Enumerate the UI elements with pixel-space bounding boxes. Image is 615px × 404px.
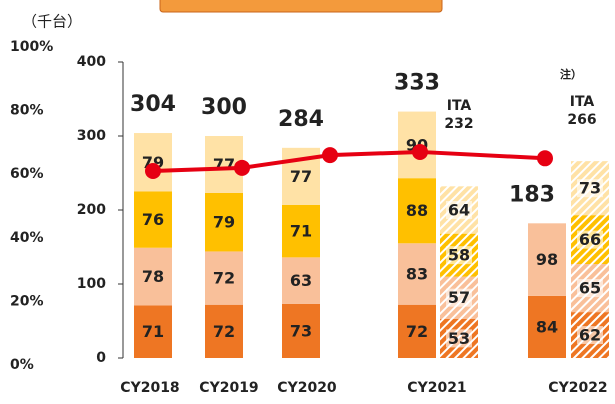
data-label: 58	[448, 246, 470, 265]
y2-tick-label: 20%	[10, 293, 44, 309]
bar-segment	[282, 204, 320, 258]
bar-segment	[205, 192, 243, 252]
x-tick-label: CY2020	[277, 380, 337, 396]
y2-tick-label: 100%	[10, 39, 53, 55]
data-label: 62	[579, 326, 601, 345]
y-tick-label: 300	[77, 128, 106, 144]
bar-segment	[282, 257, 320, 304]
data-label: 77	[213, 155, 235, 174]
bar-segment	[282, 303, 320, 358]
line-point	[412, 143, 428, 160]
title-box	[159, 0, 443, 13]
label-bg	[446, 288, 472, 307]
data-label: 64	[448, 201, 470, 220]
x-tick-label: CY2022	[548, 380, 607, 396]
ita-total: 266	[567, 112, 596, 128]
data-label: 73	[579, 179, 601, 198]
bar-segment	[398, 178, 436, 244]
data-label: 72	[213, 322, 235, 341]
total-label: 304	[130, 92, 176, 117]
total-label: 183	[509, 182, 555, 207]
bar-segment	[528, 295, 566, 358]
data-label: 71	[290, 222, 312, 241]
data-label: 72	[213, 269, 235, 288]
total-label: 333	[394, 71, 440, 96]
bar-segment	[398, 243, 436, 305]
y2-tick-label: 80%	[10, 103, 44, 119]
data-label: 63	[290, 271, 312, 290]
data-label: 65	[579, 279, 601, 298]
data-label: 77	[290, 167, 312, 186]
label-bg	[577, 179, 603, 198]
line-point	[322, 147, 338, 164]
bar-segment	[134, 305, 172, 358]
data-label: 78	[142, 267, 164, 286]
y-tick-label: 200	[77, 202, 106, 218]
ita-total: 232	[444, 116, 473, 132]
bar-segment	[205, 251, 243, 305]
data-label: 66	[579, 230, 601, 249]
total-label: 300	[201, 95, 247, 120]
y2-tick-label: 40%	[10, 230, 44, 246]
data-label: 98	[536, 250, 558, 269]
label-bg	[446, 246, 472, 265]
bar-segment	[205, 304, 243, 358]
label-bg	[577, 230, 603, 249]
x-tick-label: CY2018	[120, 380, 179, 396]
label-bg	[446, 201, 472, 219]
bar-segment	[134, 133, 172, 192]
y-tick-label: 0	[96, 350, 106, 366]
data-label: 53	[448, 329, 470, 348]
y-tick-label: 400	[77, 54, 106, 70]
x-tick-label: CY2019	[199, 380, 258, 396]
note: 注）	[560, 67, 582, 81]
data-label: 79	[213, 213, 235, 232]
label-bg	[577, 279, 603, 298]
bar-segment	[398, 304, 436, 358]
label-bg	[577, 326, 603, 345]
bar-segment	[134, 247, 172, 306]
data-label: 72	[406, 322, 428, 341]
data-label: 83	[406, 265, 428, 284]
data-label: 84	[536, 317, 558, 336]
data-label: 71	[142, 322, 164, 341]
y-tick-label: 100	[77, 276, 106, 292]
data-label: 88	[406, 201, 428, 220]
y2-tick-label: 0%	[10, 357, 34, 373]
x-tick-label: CY2021	[407, 380, 466, 396]
line-point	[234, 159, 250, 176]
data-label: 57	[448, 288, 470, 307]
total-label: 284	[278, 107, 324, 132]
ita-label: ITA	[447, 98, 472, 114]
line-point	[537, 150, 553, 167]
bar-segment	[134, 191, 172, 248]
label-bg	[446, 329, 472, 348]
y2-tick-label: 60%	[10, 166, 44, 182]
ita-label: ITA	[570, 94, 595, 110]
bar-segment	[528, 223, 566, 296]
line-point	[145, 163, 161, 180]
data-label: 73	[290, 321, 312, 340]
data-label: 76	[142, 210, 164, 229]
unit-label: （千台）	[22, 13, 82, 31]
